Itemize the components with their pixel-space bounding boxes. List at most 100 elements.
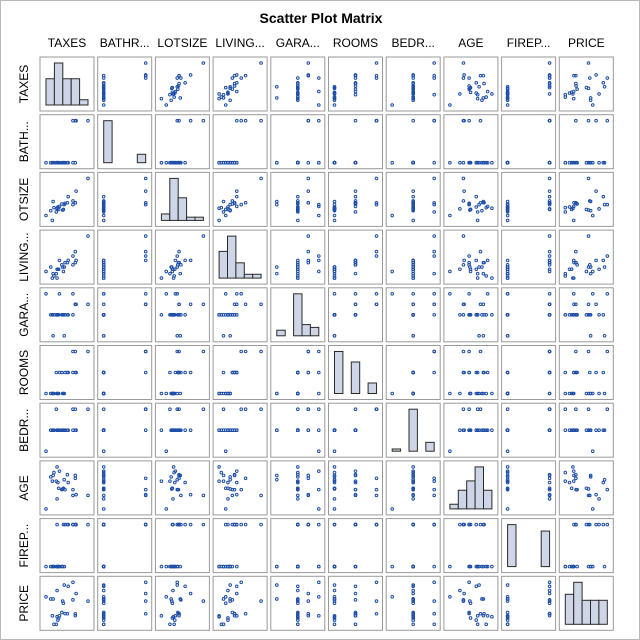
histogram-cell: [385, 402, 441, 458]
scatter-point: [480, 208, 484, 213]
scatter-cell: [385, 56, 441, 112]
scatter-point: [605, 202, 610, 207]
scatter-point: [481, 613, 486, 618]
scatter-point: [51, 199, 55, 204]
scatter-point: [61, 522, 66, 527]
scatter-cell: [501, 114, 557, 170]
scatter-point: [547, 92, 552, 96]
scatter-point: [306, 73, 311, 77]
scatter-point: [221, 473, 226, 478]
scatter-point: [586, 407, 591, 412]
scatter-point: [60, 208, 65, 212]
scatter-point: [411, 86, 416, 91]
scatter-point: [171, 497, 175, 501]
scatter-point: [177, 260, 181, 265]
cell-border: [97, 345, 153, 400]
scatter-cell: [558, 56, 614, 112]
scatter-point: [547, 313, 552, 317]
scatter-point: [171, 588, 175, 593]
cell-border: [501, 229, 557, 285]
scatter-point: [175, 407, 180, 412]
scatter-point: [275, 84, 279, 89]
cell-border: [558, 402, 614, 458]
scatter-point: [60, 160, 65, 165]
scatter-point: [477, 334, 481, 338]
scatter-point: [547, 194, 552, 199]
scatter-point: [101, 583, 106, 587]
scatter-point: [484, 274, 489, 278]
scatter-cell: [328, 518, 383, 574]
histogram-bar: [391, 448, 402, 452]
scatter-point: [485, 564, 490, 569]
scatter-point: [101, 258, 106, 263]
cell-border: [385, 518, 441, 574]
column-label: AGE: [458, 36, 483, 50]
scatter-point: [317, 449, 321, 454]
scatter-point: [477, 84, 481, 89]
scatter-point: [223, 292, 228, 296]
scatter-cell: [154, 229, 210, 285]
scatter-point: [411, 313, 416, 317]
scatter-point: [448, 292, 452, 296]
scatter-point: [74, 118, 78, 123]
scatter-point: [332, 616, 337, 620]
scatter-point: [572, 160, 576, 165]
scatter-point: [490, 428, 494, 433]
scatter-point: [547, 76, 552, 80]
scatter-point: [390, 160, 395, 165]
scatter-point: [168, 407, 172, 412]
cell-border: [501, 575, 557, 631]
scatter-point: [179, 522, 183, 527]
scatter-point: [143, 200, 148, 205]
scatter-point: [223, 595, 228, 599]
scatter-point: [353, 292, 358, 296]
scatter-point: [50, 218, 55, 223]
scatter-point: [485, 614, 490, 618]
scatter-point: [505, 479, 510, 483]
histogram-cell: [39, 56, 95, 112]
scatter-point: [574, 118, 578, 123]
scatter-point: [468, 265, 472, 269]
scatter-point: [55, 160, 59, 165]
scatter-point: [505, 475, 510, 479]
scatter-point: [44, 564, 48, 569]
scatter-point: [179, 370, 183, 375]
scatter-point: [101, 588, 106, 593]
scatter-point: [234, 428, 239, 433]
scatter-point: [169, 391, 174, 396]
scatter-point: [306, 249, 311, 254]
scatter-point: [468, 269, 473, 274]
scatter-cell: [501, 575, 557, 631]
scatter-point: [173, 89, 178, 94]
scatter-point: [71, 292, 75, 296]
scatter-point: [586, 302, 591, 307]
scatter-point: [173, 258, 178, 263]
scatter-point: [143, 407, 148, 412]
cell-border: [443, 171, 499, 227]
scatter-point: [374, 599, 379, 603]
scatter-point: [461, 522, 466, 527]
scatter-point: [217, 564, 221, 569]
scatter-point: [74, 189, 78, 193]
scatter-point: [221, 96, 226, 100]
scatter-point: [143, 61, 148, 65]
scatter-point: [474, 205, 479, 209]
scatter-point: [505, 465, 510, 469]
scatter-point: [594, 73, 598, 77]
scatter-point: [183, 370, 187, 375]
scatter-cell: [270, 518, 326, 574]
scatter-point: [467, 254, 471, 258]
scatter-cell: [270, 229, 326, 285]
scatter-cell: [328, 56, 383, 112]
scatter-point: [467, 580, 471, 585]
scatter-point: [101, 507, 106, 511]
scatter-point: [353, 407, 358, 412]
scatter-point: [332, 202, 337, 207]
scatter-point: [259, 493, 263, 498]
scatter-point: [586, 493, 591, 498]
scatter-point: [485, 258, 490, 263]
scatter-cell: [443, 171, 499, 227]
scatter-cell: [328, 229, 383, 285]
scatter-point: [481, 334, 486, 338]
scatter-point: [217, 313, 221, 317]
